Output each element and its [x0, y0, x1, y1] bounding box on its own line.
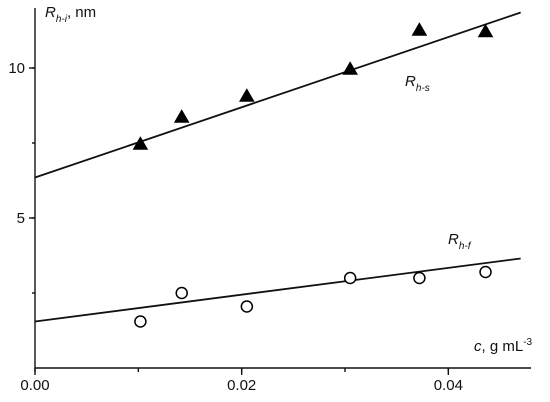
data-point-triangle: [411, 22, 428, 36]
data-point-circle: [240, 300, 254, 313]
x-tick-label-1: 0.02: [227, 377, 256, 394]
fit-lines: [34, 11, 521, 323]
data-point-triangle: [342, 61, 358, 75]
data-point-circle: [479, 265, 492, 279]
data-point-circle: [413, 271, 426, 285]
x-axis-label: c, g mL-3: [474, 337, 533, 355]
series-label-rhs: Rh-s: [405, 73, 430, 94]
fit-line-1: [34, 257, 521, 323]
data-point-circle: [343, 271, 357, 285]
fit-line-0: [34, 11, 521, 179]
data-point-triangle: [173, 109, 190, 123]
axes: [34, 8, 531, 369]
data-point-circle: [134, 315, 147, 328]
x-tick-label-2: 0.04: [434, 377, 463, 394]
data-point-triangle: [239, 88, 255, 102]
ticks: 0.00 0.02 0.04 5 10: [8, 60, 463, 394]
data-markers: [132, 22, 494, 328]
data-point-triangle: [477, 23, 494, 38]
y-tick-label-0: 5: [17, 210, 25, 227]
y-axis-label: Rh-i, nm: [45, 4, 96, 25]
y-tick-label-1: 10: [8, 60, 25, 77]
data-point-triangle: [132, 136, 149, 150]
x-tick-label-0: 0.00: [20, 377, 49, 394]
data-point-circle: [175, 286, 188, 300]
series-label-rhf: Rh-f: [448, 231, 472, 252]
